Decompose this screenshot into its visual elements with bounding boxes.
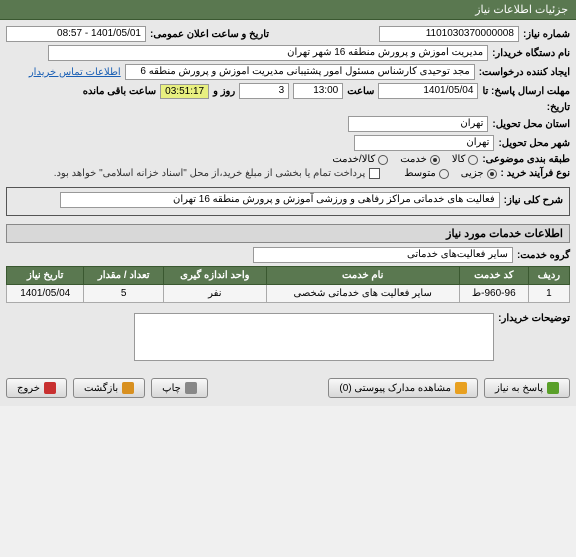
attachments-button[interactable]: مشاهده مدارک پیوستی (0) (328, 378, 478, 398)
services-table: ردیف کد خدمت نام خدمت واحد اندازه گیری ت… (6, 266, 570, 303)
table-header-row: ردیف کد خدمت نام خدمت واحد اندازه گیری ت… (7, 267, 570, 285)
th-unit: واحد اندازه گیری (163, 267, 266, 285)
request-creator-label: ایجاد کننده درخواست: (479, 67, 570, 78)
announce-field: 1401/05/01 - 08:57 (6, 26, 146, 42)
back-button[interactable]: بازگشت (73, 378, 145, 398)
td-name: سایر فعالیت های خدماتی شخصی (266, 285, 459, 303)
radio-goods-service-label: کالا/خدمت (332, 154, 375, 165)
purchase-type-label: نوع فرآیند خرید : (501, 168, 570, 179)
days-label: روز و (213, 86, 235, 97)
exit-icon (44, 382, 56, 394)
th-date: تاریخ نیاز (7, 267, 84, 285)
radio-partial-icon (487, 169, 497, 179)
deadline-date-field: 1401/05/04 (378, 83, 478, 99)
reply-icon (547, 382, 559, 394)
exit-button-label: خروج (17, 383, 40, 394)
exit-button[interactable]: خروج (6, 378, 67, 398)
radio-medium-label: متوسط (404, 168, 435, 179)
need-number-label: شماره نیاز: (523, 29, 570, 40)
th-qty: تعداد / مقدار (84, 267, 164, 285)
buyer-org-field: مدیریت اموزش و پرورش منطقه 16 شهر تهران (48, 45, 488, 61)
buyer-notes-textarea[interactable] (134, 313, 494, 361)
delivery-city-label: شهر محل تحویل: (498, 138, 570, 149)
bottom-button-bar: پاسخ به نیاز مشاهده مدارک پیوستی (0) چاپ… (0, 370, 576, 406)
print-button[interactable]: چاپ (151, 378, 208, 398)
window-title-bar: جزئیات اطلاعات نیاز (0, 0, 576, 20)
reply-button-label: پاسخ به نیاز (495, 383, 543, 394)
delivery-city-field: تهران (354, 135, 494, 151)
reply-button[interactable]: پاسخ به نیاز (484, 378, 570, 398)
buyer-notes-label: توضیحات خریدار: (498, 313, 570, 324)
payment-note: پرداخت تمام یا بخشی از مبلغ خرید،از محل … (54, 168, 366, 179)
td-row: 1 (528, 285, 569, 303)
table-row[interactable]: 1 960-96-ط سایر فعالیت های خدماتی شخصی ن… (7, 285, 570, 303)
remaining-time: 03:51:17 (160, 84, 209, 99)
delivery-province-field: تهران (348, 116, 488, 132)
td-unit: نفر (163, 285, 266, 303)
attachments-button-label: مشاهده مدارک پیوستی (0) (339, 383, 451, 394)
print-icon (185, 382, 197, 394)
need-number-field: 1101030370000008 (379, 26, 519, 42)
attachment-icon (455, 382, 467, 394)
radio-medium[interactable]: متوسط (404, 168, 448, 179)
delivery-province-label: استان محل تحویل: (492, 119, 570, 130)
contact-link[interactable]: اطلاعات تماس خریدار (29, 67, 121, 78)
need-desc-field: فعالیت های خدماتی مراکز رفاهی و ورزشی آم… (60, 192, 500, 208)
deadline-label: مهلت ارسال پاسخ: تا (482, 86, 570, 97)
deadline-sub-label: تاریخ: (547, 102, 570, 113)
radio-medium-icon (439, 169, 449, 179)
services-section-header: اطلاعات خدمات مورد نیاز (6, 224, 570, 243)
radio-service[interactable]: خدمت (400, 154, 440, 165)
th-name: نام خدمت (266, 267, 459, 285)
service-group-field: سایر فعالیت‌های خدماتی (253, 247, 513, 263)
radio-partial[interactable]: جزیی (461, 168, 497, 179)
print-button-label: چاپ (162, 383, 181, 394)
td-date: 1401/05/04 (7, 285, 84, 303)
category-label: طبقه بندی موضوعی: (482, 154, 570, 165)
buyer-org-label: نام دستگاه خریدار: (492, 48, 570, 59)
deadline-time-field: 13:00 (293, 83, 343, 99)
th-code: کد خدمت (459, 267, 528, 285)
request-creator-field: مجد توحیدی کارشناس مسئول امور پشتیبانی م… (125, 64, 475, 80)
radio-goods-service[interactable]: کالا/خدمت (332, 154, 388, 165)
service-group-label: گروه خدمت: (517, 250, 570, 261)
radio-goods-service-icon (378, 155, 388, 165)
announce-label: تاریخ و ساعت اعلان عمومی: (150, 29, 269, 40)
radio-goods[interactable]: کالا (452, 154, 479, 165)
th-row: ردیف (528, 267, 569, 285)
radio-service-icon (430, 155, 440, 165)
radio-service-label: خدمت (400, 154, 427, 165)
td-code: 960-96-ط (459, 285, 528, 303)
radio-goods-label: کالا (452, 154, 466, 165)
back-button-label: بازگشت (84, 383, 118, 394)
remaining-label: ساعت باقی مانده (83, 86, 156, 97)
radio-goods-icon (468, 155, 478, 165)
td-qty: 5 (84, 285, 164, 303)
days-field: 3 (239, 83, 289, 99)
payment-checkbox[interactable] (369, 168, 380, 179)
back-icon (122, 382, 134, 394)
need-desc-label: شرح کلی نیاز: (504, 195, 563, 206)
time-label: ساعت (347, 86, 374, 97)
radio-partial-label: جزیی (461, 168, 484, 179)
